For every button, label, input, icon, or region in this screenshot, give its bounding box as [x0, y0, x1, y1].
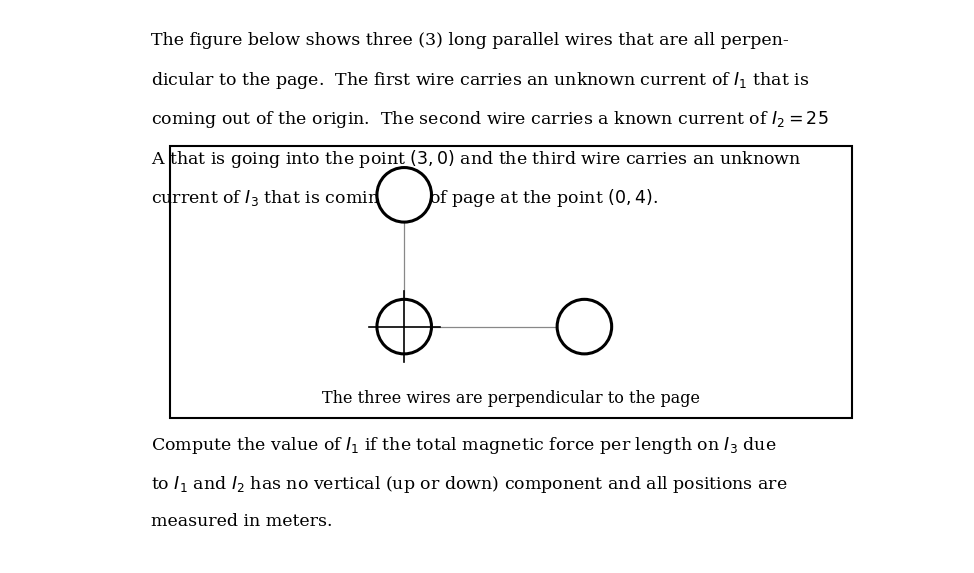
Text: A that is going into the point $(3, 0)$ and the third wire carries an unknown: A that is going into the point $(3, 0)$ … — [151, 148, 802, 170]
Text: measured in meters.: measured in meters. — [151, 513, 332, 531]
Text: dicular to the page.  The first wire carries an unknown current of $I_1$ that is: dicular to the page. The first wire carr… — [151, 70, 809, 92]
Text: coming out of the origin.  The second wire carries a known current of $I_2 = 25$: coming out of the origin. The second wir… — [151, 109, 829, 131]
Ellipse shape — [377, 299, 431, 354]
Ellipse shape — [377, 167, 431, 222]
Text: The figure below shows three (3) long parallel wires that are all perpen-: The figure below shows three (3) long pa… — [151, 32, 789, 49]
Text: to $I_1$ and $I_2$ has no vertical (up or down) component and all positions are: to $I_1$ and $I_2$ has no vertical (up o… — [151, 474, 787, 496]
Text: current of $I_3$ that is coming out of page at the point $(0, 4)$.: current of $I_3$ that is coming out of p… — [151, 187, 658, 209]
Text: The three wires are perpendicular to the page: The three wires are perpendicular to the… — [322, 390, 700, 407]
Bar — [170, 146, 852, 418]
Ellipse shape — [557, 299, 612, 354]
Text: Compute the value of $I_1$ if the total magnetic force per length on $I_3$ due: Compute the value of $I_1$ if the total … — [151, 435, 776, 457]
